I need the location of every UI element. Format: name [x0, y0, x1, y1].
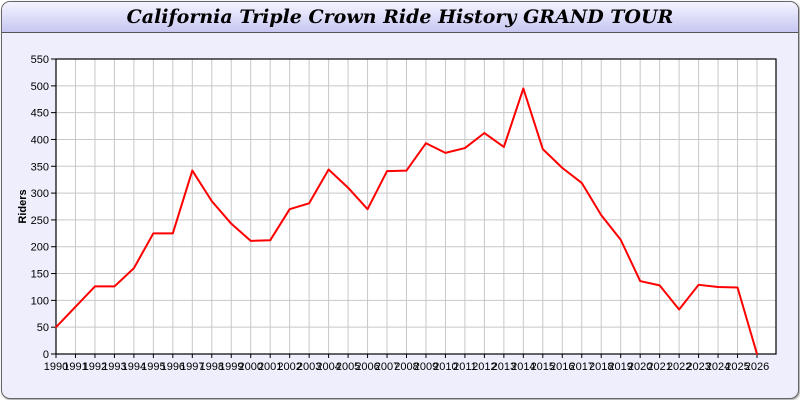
y-tick-label: 300: [31, 188, 49, 200]
data-point: [172, 232, 174, 235]
data-point: [113, 285, 116, 288]
x-tick-label: 1999: [219, 361, 243, 373]
x-tick-label: 2023: [686, 361, 710, 373]
x-tick-label: 1992: [83, 361, 107, 373]
data-point: [658, 284, 661, 287]
x-tick-label: 2001: [258, 361, 282, 373]
x-tick-label: 1996: [161, 361, 185, 373]
x-tick-label: 2002: [277, 361, 301, 373]
x-tick-label: 2007: [375, 361, 399, 373]
x-tick-label: 2021: [647, 361, 671, 373]
data-point: [503, 146, 505, 148]
data-point: [697, 284, 700, 286]
x-tick-label: 1990: [44, 361, 68, 373]
data-point: [522, 87, 525, 90]
x-tick-label: 2003: [297, 361, 321, 373]
x-tick-label: 2019: [608, 361, 632, 373]
x-tick-label: 1993: [102, 361, 126, 373]
y-tick-label: 200: [31, 242, 49, 254]
x-tick-label: 2018: [589, 361, 613, 373]
x-tick-label: 1991: [63, 361, 87, 373]
data-point: [619, 238, 622, 241]
data-point: [600, 214, 603, 216]
y-tick-label: 450: [31, 108, 49, 120]
x-tick-label: 2010: [433, 361, 457, 373]
x-tick-label: 2026: [745, 361, 769, 373]
data-point: [366, 208, 369, 210]
data-point: [678, 308, 680, 311]
data-point: [288, 208, 291, 210]
x-tick-label: 1998: [200, 361, 224, 373]
data-point: [249, 240, 252, 242]
data-point: [483, 132, 486, 134]
data-point: [327, 168, 330, 171]
data-point: [74, 306, 77, 308]
data-point: [230, 222, 233, 225]
x-tick-label: 1995: [141, 361, 165, 373]
x-tick-label: 2014: [511, 361, 535, 373]
x-tick-label: 1994: [122, 361, 146, 373]
y-tick-label: 250: [31, 215, 49, 227]
data-point: [210, 200, 213, 202]
x-tick-label: 2004: [316, 361, 340, 373]
y-tick-label: 350: [31, 161, 49, 173]
x-tick-label: 2015: [531, 361, 555, 373]
y-tick-label: 550: [31, 54, 49, 66]
x-tick-label: 2013: [492, 361, 516, 373]
data-point: [464, 147, 466, 149]
y-tick-label: 0: [43, 349, 49, 361]
x-tick-label: 2022: [667, 361, 691, 373]
x-tick-label: 2017: [570, 361, 594, 373]
y-tick-label: 150: [31, 269, 49, 281]
data-point: [444, 152, 447, 154]
x-tick-label: 2020: [628, 361, 652, 373]
data-point: [347, 186, 349, 189]
x-tick-label: 2024: [706, 361, 730, 373]
y-tick-label: 50: [37, 322, 49, 334]
data-point: [386, 170, 388, 172]
data-point: [425, 142, 427, 145]
x-tick-label: 2025: [725, 361, 749, 373]
data-point: [736, 286, 739, 289]
data-point: [756, 353, 758, 355]
data-point: [94, 285, 96, 288]
y-tick-label: 100: [31, 295, 49, 307]
y-tick-label: 500: [31, 81, 49, 93]
x-tick-label: 2006: [355, 361, 379, 373]
x-tick-label: 2012: [472, 361, 496, 373]
plot-border: [55, 58, 777, 355]
data-point: [405, 169, 408, 172]
x-tick-label: 1997: [180, 361, 204, 373]
x-tick-label: 2009: [414, 361, 438, 373]
data-point: [55, 326, 57, 328]
data-point: [561, 167, 564, 169]
data-point: [308, 202, 310, 205]
data-point: [191, 169, 194, 172]
y-tick-label: 400: [31, 134, 49, 146]
chart-title: California Triple Crown Ride History GRA…: [126, 6, 674, 28]
x-tick-label: 2008: [394, 361, 418, 373]
data-point: [580, 182, 583, 184]
x-tick-label: 2000: [238, 361, 262, 373]
data-point: [542, 148, 544, 150]
x-tick-label: 2016: [550, 361, 574, 373]
data-point: [717, 286, 719, 288]
data-point: [269, 239, 271, 242]
x-tick-label: 2011: [453, 361, 477, 373]
x-tick-label: 2005: [336, 361, 360, 373]
data-point: [133, 267, 135, 269]
data-point: [639, 280, 641, 282]
y-axis-label: Riders: [17, 189, 29, 223]
plot-area: [56, 59, 776, 354]
title-bar: California Triple Crown Ride History GRA…: [2, 2, 798, 33]
data-point: [152, 232, 155, 235]
